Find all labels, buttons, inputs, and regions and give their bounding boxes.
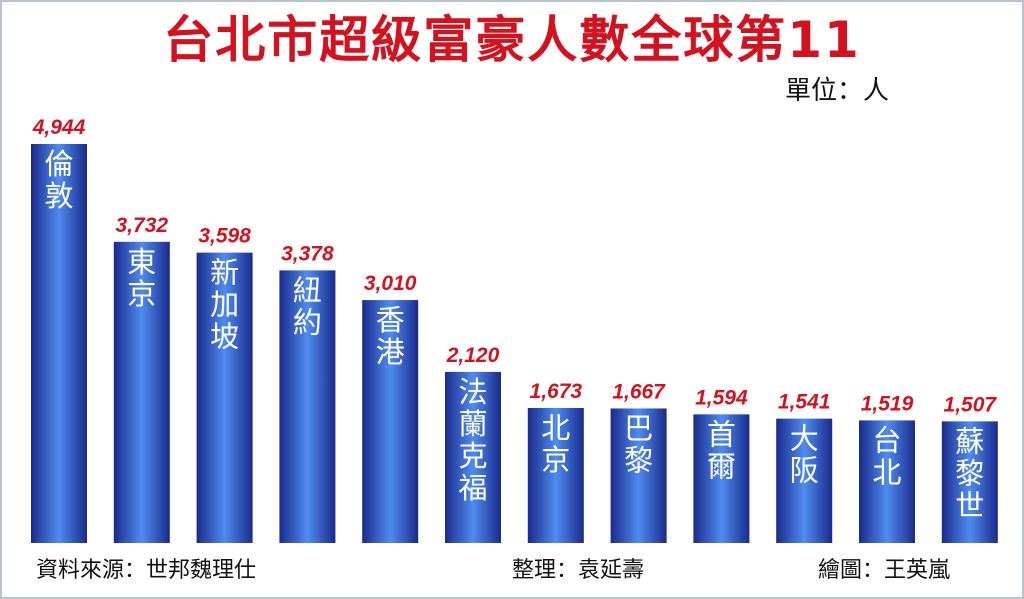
value-label-5: 2,120 [446,344,500,367]
source-credit: 資料來源：世邦魏理仕 [36,558,257,583]
bar-4 [362,300,419,543]
category-label-7: 巴黎 [624,411,653,477]
bar-2 [196,252,253,543]
compiler-credit: 整理：袁延壽 [512,558,645,583]
unit-label: 單位：人 [784,76,889,106]
category-label-11: 蘇黎世 [955,424,984,522]
bar-10 [859,420,915,543]
value-label-0: 4,944 [32,116,86,139]
bar-6 [527,407,584,543]
value-label-8: 1,594 [695,386,748,409]
value-label-6: 1,673 [530,380,583,403]
value-label-11: 1,507 [944,393,998,416]
category-label-9: 大阪 [790,422,819,488]
bar-11 [941,421,998,543]
value-label-9: 1,541 [778,391,831,414]
category-label-5: 法蘭克福 [458,375,487,505]
category-label-4: 香港 [376,303,405,369]
bar-8 [693,414,750,543]
value-label-10: 1,519 [861,392,914,415]
value-label-2: 3,598 [198,225,251,248]
category-label-10: 台北 [872,423,901,489]
category-label-3: 紐約 [293,273,322,339]
value-label-3: 3,378 [281,242,334,265]
bar-5 [445,371,501,543]
value-label-1: 3,732 [116,214,169,237]
category-label-6: 北京 [541,411,570,477]
value-label-4: 3,010 [364,272,417,295]
value-label-7: 1,667 [612,380,666,403]
bar-3 [279,270,336,543]
category-label-1: 東京 [127,245,156,311]
bar-7 [610,408,667,543]
bar-0 [31,144,87,543]
chart-title: 台北市超級富豪人數全球第11 [163,11,861,69]
bar-9 [776,418,833,543]
category-label-8: 首爾 [707,417,736,483]
bar-1 [113,241,170,543]
category-label-2: 新加坡 [210,256,239,354]
artist-credit: 繪圖：王英嵐 [818,558,951,583]
category-label-0: 倫敦 [44,147,73,213]
